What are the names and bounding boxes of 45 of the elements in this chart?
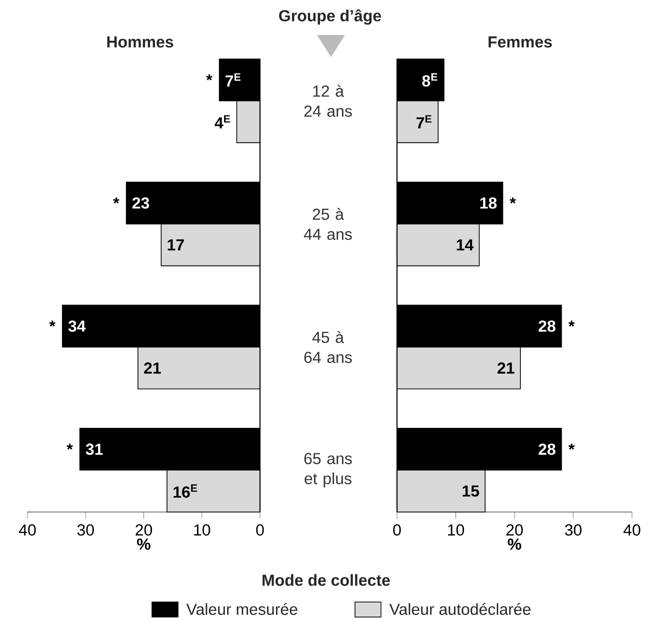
annotation: * [568, 444, 575, 450]
data-label: 21 [498, 362, 514, 374]
x-tick-label: 30 [77, 524, 94, 536]
x-tick-label: 40 [623, 524, 640, 536]
x-tick-label: 0 [393, 524, 401, 536]
x-tick-label: 10 [448, 524, 464, 536]
data-label: 28 [538, 444, 556, 455]
data-label: 14 [456, 239, 474, 250]
annotation: * [113, 198, 120, 204]
y-tick-label: 12 à 24 ans [304, 84, 352, 117]
chart-title: Femmes [488, 36, 552, 48]
data-label: 4$^{E}$ [214, 115, 230, 128]
data-label: 15 [462, 486, 480, 497]
x-tick-label: 20 [506, 524, 523, 536]
data-label: 34 [68, 320, 86, 332]
x-tick-label: 10 [194, 524, 210, 536]
x-axis-title: % [508, 538, 522, 550]
data-label: 31 [86, 444, 103, 455]
data-label: 17 [168, 239, 184, 250]
x-tick-label: 0 [256, 524, 264, 536]
x-axis-title: % [137, 538, 150, 550]
y-tick-label: 65 ans et plus [304, 452, 352, 488]
data-label: 7$^{E}$ [226, 73, 240, 86]
annotation: * [49, 320, 56, 327]
annotation: * [568, 320, 575, 327]
data-label: 16$^{E}$ [174, 484, 198, 498]
y-tick-label: 25 à 44 ans [304, 208, 352, 240]
y-tick-label: 45 à 64 ans [304, 331, 352, 364]
data-label: 28 [538, 320, 556, 332]
legend-label: Valeur mesurée [186, 603, 298, 615]
data-label: 18 [480, 197, 497, 209]
annotation: * [206, 74, 212, 80]
x-tick-label: 20 [136, 524, 152, 536]
annotation: * [66, 444, 73, 450]
x-tick-label: 40 [18, 524, 36, 536]
chart-title: Hommes [107, 36, 174, 48]
data-label: 21 [144, 362, 161, 374]
legend-title: Mode de collecte [262, 574, 390, 586]
annotation: * [510, 198, 516, 204]
y-axis-title: Groupe d’âge [279, 9, 382, 25]
legend-label: Valeur autodéclarée [389, 603, 531, 615]
x-tick-label: 30 [564, 524, 582, 536]
data-label: 8$^{E}$ [422, 73, 438, 87]
data-label: 7$^{E}$ [416, 115, 432, 128]
data-label: 23 [132, 197, 150, 209]
